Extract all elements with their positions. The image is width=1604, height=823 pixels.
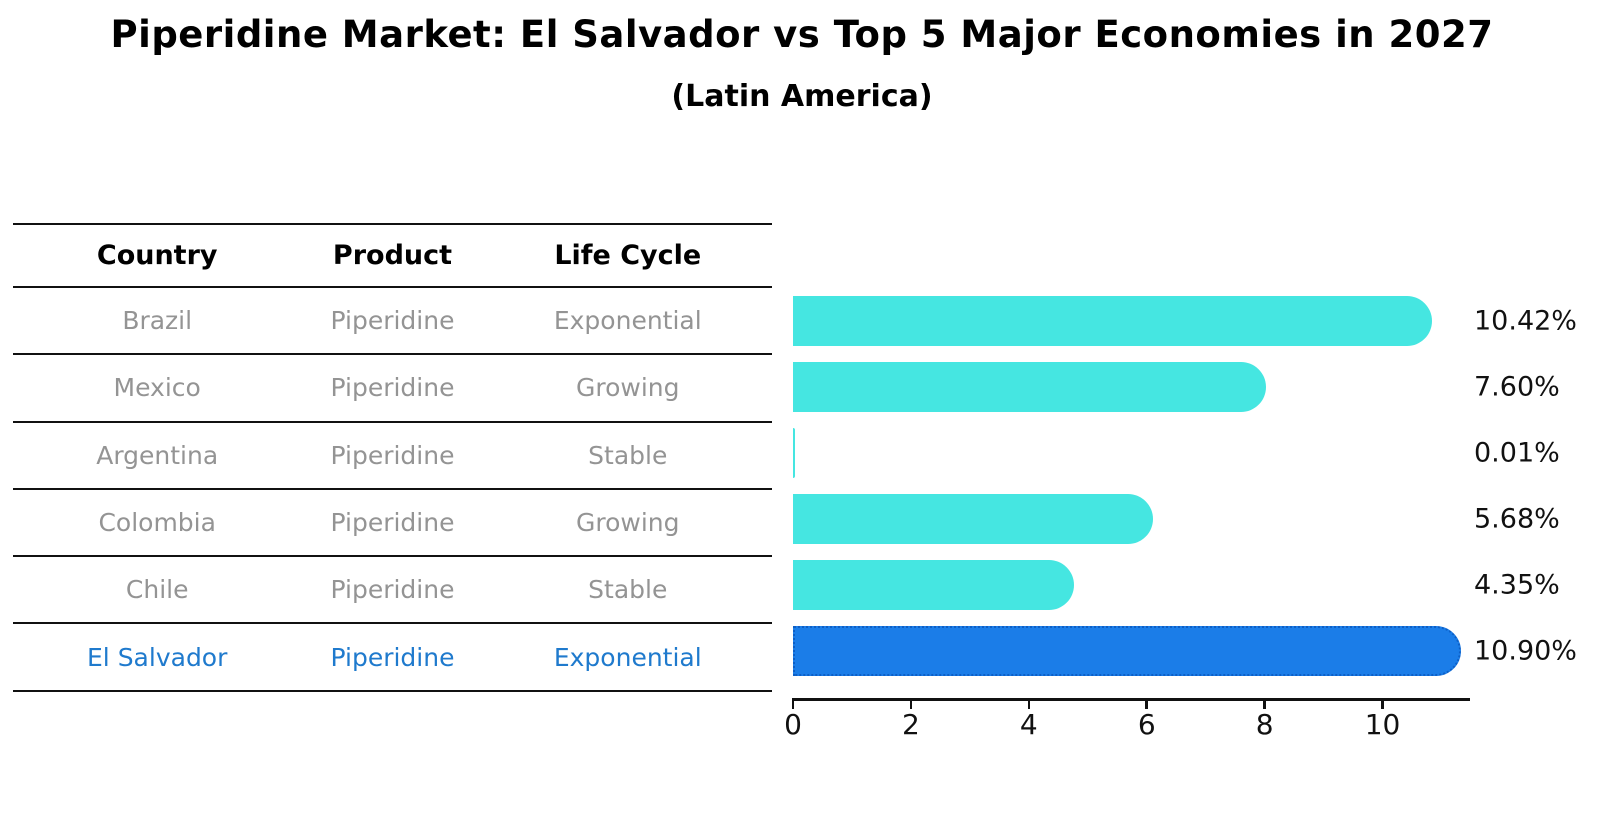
cell-country: Mexico [113,373,201,403]
cell-country: Colombia [98,508,216,538]
x-tick-mark [1027,700,1031,709]
bar-value-label: 10.42% [1474,305,1577,337]
bar-colombia [793,494,1153,544]
bar-chile [793,560,1075,610]
cell-product: Piperidine [330,373,455,403]
x-tick-mark [1145,700,1148,709]
cell-life-cycle: Exponential [553,306,702,336]
cell-product: Piperidine [330,508,455,538]
table-row: El Salvador Piperidine Exponential [13,624,772,692]
bar-value-label: 0.01% [1474,437,1560,469]
table-header-row: Country Product Life Cycle [13,223,772,288]
cell-product: Piperidine [330,306,455,336]
x-tick-label: 4 [1019,708,1038,741]
x-tick-label: 8 [1255,708,1274,741]
x-tick-mark [1263,700,1266,709]
cell-life-cycle: Growing [576,373,680,403]
x-tick-label: 6 [1137,708,1156,741]
cell-country: El Salvador [87,642,228,672]
x-tick-mark [909,700,913,709]
table-row: Chile Piperidine Stable [13,557,772,625]
bar-argentina [793,428,795,478]
bar-el-salvador [793,626,1461,676]
cell-life-cycle: Stable [588,575,668,605]
table-row: Argentina Piperidine Stable [13,423,772,490]
cell-product: Piperidine [330,440,455,470]
bar-brazil [793,296,1433,346]
bar-mexico [793,362,1267,412]
bar-value-label: 7.60% [1474,371,1560,403]
x-axis-line [792,698,1470,701]
bar-value-label: 5.68% [1474,503,1560,535]
country-table: Country Product Life Cycle Brazil Piperidin… [13,223,772,692]
cell-life-cycle: Stable [588,440,668,470]
cell-product: Piperidine [330,575,455,605]
x-tick-mark [1381,700,1384,709]
x-tick-mark [791,700,795,709]
x-tick-label: 2 [901,708,920,741]
cell-product: Piperidine [330,642,455,672]
chart-title: Piperidine Market: El Salvador vs Top 5 … [110,13,1494,56]
bar-value-label: 10.90% [1474,635,1577,667]
table-body: Brazil Piperidine Exponential Mexico Piperid… [13,288,772,692]
chart-subtitle: (Latin America) [671,79,933,114]
table-row: Mexico Piperidine Growing [13,355,772,423]
table-row: Colombia Piperidine Growing [13,490,772,558]
cell-life-cycle: Exponential [553,642,702,672]
cell-country: Brazil [122,306,193,336]
table-header-cell-0: Country [96,240,218,271]
bar-value-label: 4.35% [1474,569,1560,601]
x-tick-label: 10 [1364,708,1401,741]
table-header-cell-2: Life Cycle [554,240,702,271]
cell-country: Chile [125,575,189,605]
cell-country: Argentina [96,440,219,470]
table-header-cell-1: Product [332,240,453,271]
table-row: Brazil Piperidine Exponential [13,288,772,356]
cell-life-cycle: Growing [576,508,680,538]
x-tick-label: 0 [784,708,802,741]
